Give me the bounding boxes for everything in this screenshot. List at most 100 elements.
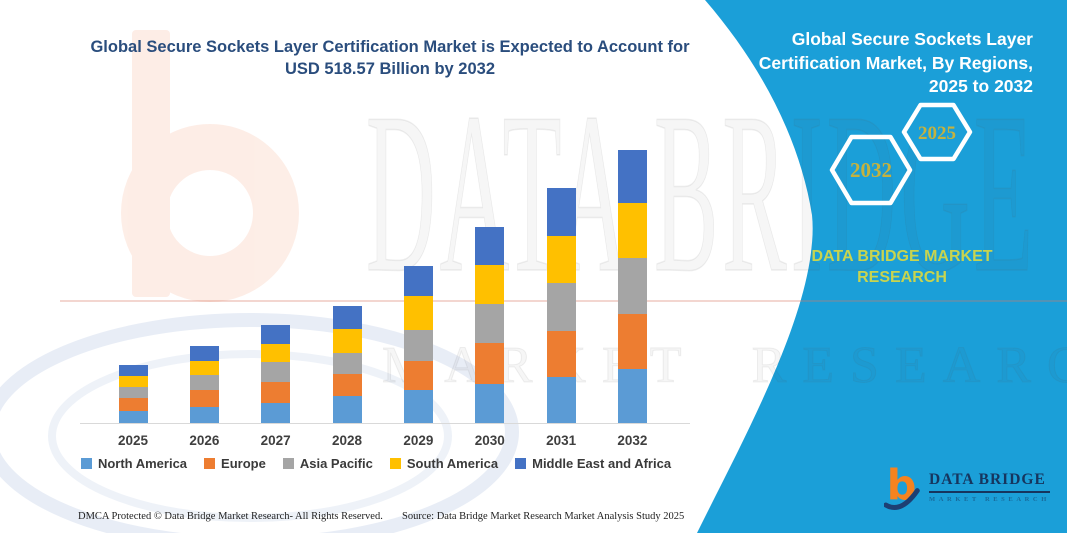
company-logo-text: DATA BRIDGE MARKET RESEARCH bbox=[929, 471, 1050, 503]
bar-segment-2028-middle-east-and-africa bbox=[332, 305, 362, 329]
company-logo-subname: MARKET RESEARCH bbox=[929, 496, 1050, 503]
legend-label: North America bbox=[97, 456, 188, 471]
bar-2027 bbox=[261, 324, 291, 423]
bar-segment-2029-south-america bbox=[403, 295, 433, 330]
bar-segment-2027-asia-pacific bbox=[261, 362, 291, 383]
legend-item-europe: Europe bbox=[204, 456, 266, 471]
bar-segment-2028-asia-pacific bbox=[332, 352, 362, 374]
bar-segment-2028-south-america bbox=[332, 328, 362, 353]
bar-segment-2030-north-america bbox=[475, 383, 505, 423]
legend-swatch bbox=[282, 458, 294, 469]
brand-wordmark-line1: DATA BRIDGE MARKET bbox=[811, 248, 993, 265]
bar-2030 bbox=[475, 227, 505, 423]
bar-segment-2029-asia-pacific bbox=[403, 329, 433, 362]
x-axis-label-2027: 2027 bbox=[260, 433, 291, 448]
hexagon-2025-shape bbox=[901, 102, 973, 162]
bar-segment-2027-north-america bbox=[261, 403, 291, 423]
panel-heading: Global Secure Sockets Layer Certificatio… bbox=[733, 28, 1033, 99]
bar-segment-2026-north-america bbox=[189, 406, 219, 423]
panel-heading-line1: Global Secure Sockets Layer bbox=[791, 29, 1033, 49]
legend-item-north-america: North America bbox=[80, 456, 188, 471]
x-axis-label-2031: 2031 bbox=[546, 433, 577, 448]
watermark-logo-b bbox=[121, 30, 299, 302]
logo-swoosh bbox=[884, 488, 920, 510]
chart-plot: 2025 2026 2027 2028 2029 2030 2031 2032 bbox=[80, 115, 690, 448]
panel-heading-line2: Certification Market, By Regions, bbox=[758, 52, 1033, 73]
x-axis-label-2028: 2028 bbox=[332, 433, 363, 448]
legend-label: Europe bbox=[221, 456, 266, 471]
company-logo-icon: b bbox=[884, 462, 920, 510]
bar-2029 bbox=[403, 265, 433, 423]
x-axis-label-2025: 2025 bbox=[117, 433, 149, 448]
bar-2026 bbox=[189, 345, 219, 423]
x-axis-label-2030: 2030 bbox=[474, 433, 505, 448]
bar-segment-2026-europe bbox=[189, 390, 219, 407]
bar-segment-2025-middle-east-and-africa bbox=[118, 364, 148, 377]
x-axis-label-2026: 2026 bbox=[189, 433, 220, 448]
page-title-line1: Global Secure Sockets Layer Certificatio… bbox=[90, 38, 690, 56]
bar-segment-2031-south-america bbox=[546, 235, 576, 284]
brand-wordmark-line2: RESEARCH bbox=[857, 269, 947, 286]
bar-segment-2028-europe bbox=[332, 373, 362, 397]
page-title: Global Secure Sockets Layer Certificatio… bbox=[30, 36, 750, 80]
bar-segment-2025-south-america bbox=[118, 376, 148, 387]
legend-label: Middle East and Africa bbox=[532, 456, 672, 471]
hexagon-2032-label: 2032 bbox=[850, 158, 892, 182]
legend-label: South America bbox=[406, 456, 499, 471]
bar-2031 bbox=[546, 187, 576, 423]
bar-segment-2028-north-america bbox=[332, 396, 362, 423]
hexagon-2025-label: 2025 bbox=[918, 123, 956, 144]
bar-2028 bbox=[332, 305, 362, 423]
bar-segment-2027-europe bbox=[261, 382, 291, 404]
bar-segment-2030-middle-east-and-africa bbox=[475, 227, 505, 266]
bar-2032 bbox=[617, 150, 647, 423]
bar-segment-2026-middle-east-and-africa bbox=[189, 345, 219, 361]
bar-segment-2026-south-america bbox=[189, 360, 219, 376]
bar-segment-2032-asia-pacific bbox=[617, 258, 647, 314]
company-logo: b DATA BRIDGE MARKET RESEARCH bbox=[884, 462, 1050, 512]
watermark-swoosh bbox=[0, 313, 519, 533]
bar-segment-2029-middle-east-and-africa bbox=[403, 265, 433, 296]
legend-swatch bbox=[204, 458, 216, 469]
hexagon-2032-shape bbox=[829, 134, 913, 206]
bar-segment-2025-north-america bbox=[118, 411, 148, 423]
bar-segment-2032-europe bbox=[617, 313, 647, 369]
legend-label: Asia Pacific bbox=[299, 456, 373, 471]
bar-segment-2026-asia-pacific bbox=[189, 375, 219, 391]
bar-segment-2025-asia-pacific bbox=[118, 386, 148, 398]
legend-item-middle-east-and-africa: Middle East and Africa bbox=[515, 456, 671, 471]
legend-swatch bbox=[389, 458, 401, 469]
bar-segment-2025-europe bbox=[118, 397, 148, 412]
x-axis-label-2029: 2029 bbox=[403, 433, 434, 448]
bar-segment-2031-europe bbox=[546, 330, 576, 377]
bar-segment-2027-middle-east-and-africa bbox=[261, 324, 291, 344]
legend-item-south-america: South America bbox=[389, 456, 499, 471]
bar-segment-2027-south-america bbox=[261, 343, 291, 363]
panel-heading-line3: 2025 to 2032 bbox=[928, 76, 1033, 96]
logo-b-glyph: b bbox=[887, 462, 917, 510]
footer-dmca-text: DMCA Protected © Data Bridge Market Rese… bbox=[78, 511, 383, 522]
bar-segment-2031-middle-east-and-africa bbox=[546, 187, 576, 236]
bar-segment-2029-north-america bbox=[403, 390, 433, 423]
bar-segment-2030-south-america bbox=[475, 265, 505, 305]
footer-source-text: Source: Data Bridge Market Research Mark… bbox=[402, 511, 685, 522]
bar-segment-2032-north-america bbox=[617, 368, 647, 423]
bar-segment-2030-asia-pacific bbox=[475, 304, 505, 343]
bar-segment-2032-middle-east-and-africa bbox=[617, 150, 647, 204]
legend-swatch bbox=[515, 458, 527, 469]
bar-segment-2031-asia-pacific bbox=[546, 283, 576, 331]
chart-legend: North America Europe Asia Pacific South Ame… bbox=[46, 456, 706, 471]
bar-segment-2030-europe bbox=[475, 342, 505, 384]
legend-swatch bbox=[80, 458, 92, 469]
company-logo-name: DATA BRIDGE bbox=[929, 471, 1050, 493]
year-hexagons: 2032 2025 bbox=[829, 102, 973, 206]
cyan-panel-shape bbox=[697, 0, 1067, 533]
bar-segment-2029-europe bbox=[403, 361, 433, 391]
x-axis-label-2032: 2032 bbox=[617, 433, 648, 448]
bar-segment-2032-south-america bbox=[617, 203, 647, 259]
legend-item-asia-pacific: Asia Pacific bbox=[282, 456, 373, 471]
